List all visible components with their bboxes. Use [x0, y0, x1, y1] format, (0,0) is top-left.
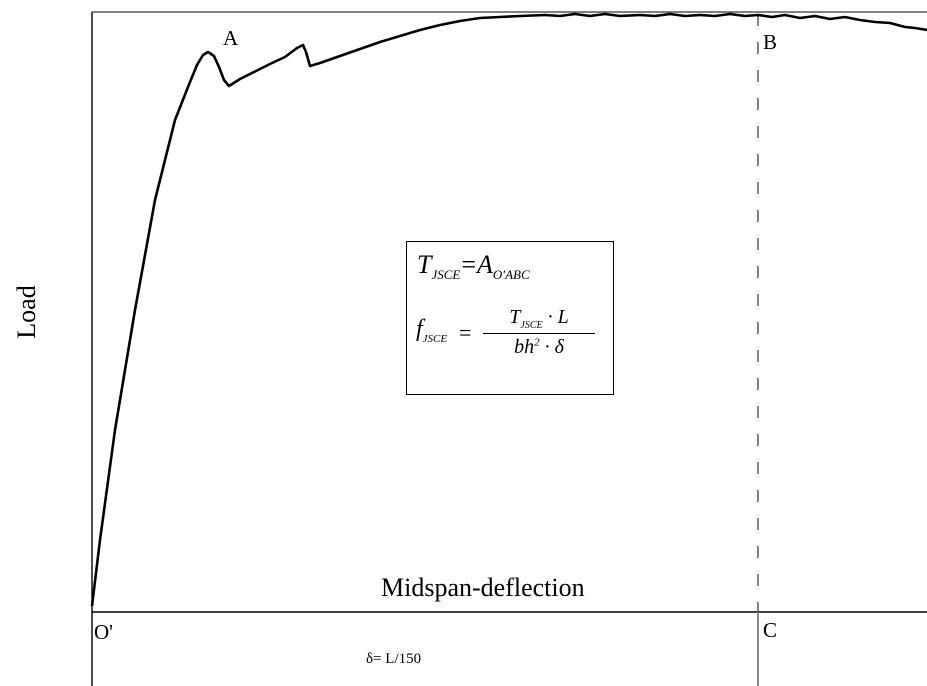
point-a-label: A	[223, 26, 239, 50]
formula-f-symbol: f	[416, 316, 423, 342]
formula-f-subscript: JSCE	[422, 332, 448, 345]
numerator-rest: · L	[542, 306, 569, 328]
numerator-symbol: T	[509, 306, 521, 328]
denominator-base: bh	[514, 336, 535, 358]
toughness-formula: TJSCE=AO'ABC	[417, 250, 530, 283]
x-axis-label: Midspan-deflection	[381, 573, 585, 602]
strength-formula-lhs: fJSCE	[416, 316, 447, 345]
point-c-label: C	[763, 618, 778, 642]
fraction-denominator: bh2 · δ	[483, 334, 595, 359]
fraction-numerator: TJSCE · L	[483, 306, 595, 334]
point-b-label: B	[763, 30, 778, 54]
formula-t-subscript: JSCE	[431, 267, 461, 283]
strength-formula-fraction: TJSCE · L bh2 · δ	[483, 306, 595, 359]
formula-equals-2: =	[459, 320, 472, 345]
denominator-rest: · δ	[539, 336, 564, 358]
numerator-subscript: JSCE	[520, 320, 543, 331]
y-axis-label: Load	[12, 285, 41, 339]
point-o-label: O'	[94, 620, 113, 644]
formula-t-symbol: T	[417, 250, 432, 279]
denominator-exponent: 2	[534, 336, 540, 349]
load-deflection-curve	[90, 12, 927, 607]
formula-area-symbol: A	[477, 250, 493, 279]
formula-box: TJSCE=AO'ABC fJSCE = TJSCE · L bh2 · δ	[406, 241, 614, 395]
formula-area-subscript: O'ABC	[492, 267, 530, 283]
formula-equals: =	[461, 250, 477, 279]
deflection-label: δ= L/150	[366, 651, 422, 667]
